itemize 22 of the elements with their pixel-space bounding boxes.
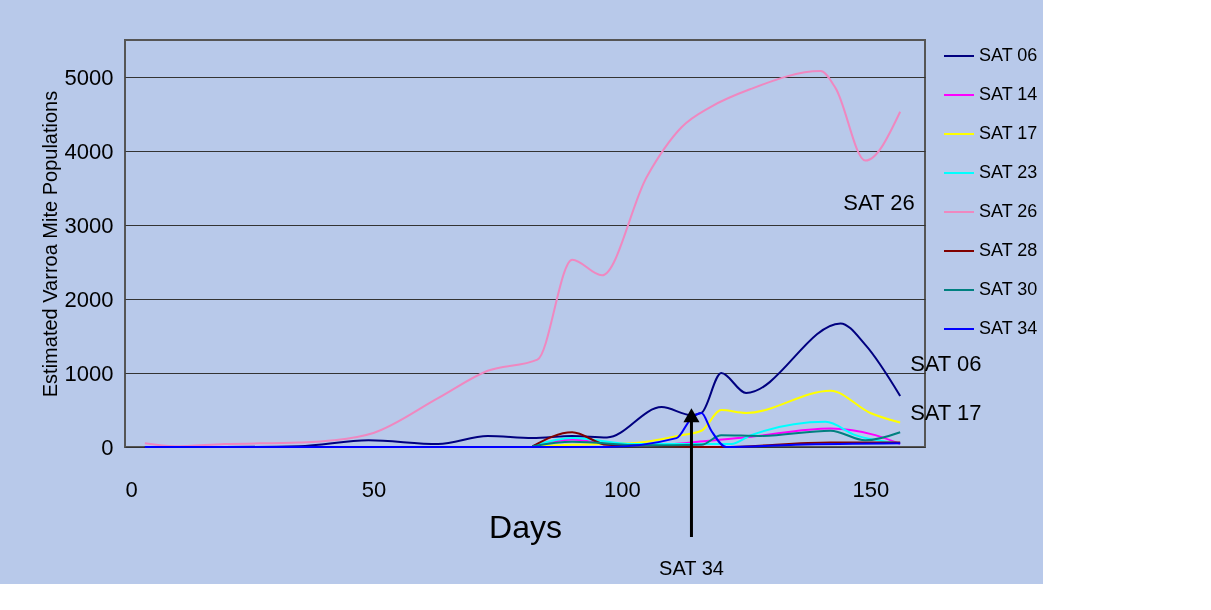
x-tick-label: 150: [852, 476, 890, 502]
legend-label: SAT 28: [979, 240, 1038, 260]
x-axis-title: Days: [489, 508, 562, 545]
y-tick-label: 5000: [64, 64, 114, 90]
x-tick-label: 50: [361, 476, 387, 502]
legend-label: SAT 17: [979, 123, 1038, 143]
legend-label: SAT 06: [979, 45, 1038, 65]
legend-label: SAT 30: [979, 279, 1038, 299]
y-tick-label: 3000: [64, 212, 114, 238]
y-tick-label: 2000: [64, 286, 114, 312]
legend-label: SAT 14: [979, 84, 1038, 104]
legend-label: SAT 23: [979, 162, 1038, 182]
x-tick-label: 0: [125, 476, 138, 502]
y-tick-label: 4000: [64, 138, 114, 164]
y-axis-title: Estimated Varroa Mite Populations: [38, 90, 61, 398]
y-tick-label: 0: [101, 434, 114, 460]
legend-label: SAT 34: [979, 318, 1038, 338]
annotation: SAT 26: [843, 189, 915, 215]
annotation: SAT 34: [659, 557, 724, 579]
legend-label: SAT 26: [979, 201, 1038, 221]
x-tick-label: 100: [604, 476, 641, 502]
y-tick-label: 1000: [64, 360, 114, 386]
